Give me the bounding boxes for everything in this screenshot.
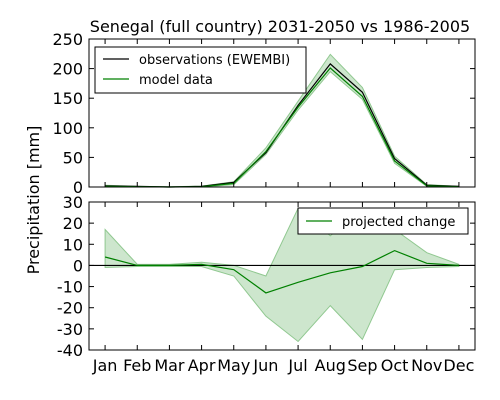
- x-tick-label: Aug: [315, 356, 346, 375]
- x-tick-label: Feb: [123, 356, 151, 375]
- x-tick-label: Jun: [252, 356, 278, 375]
- plot-frame-1: [88, 201, 476, 351]
- x-tick-label: May: [217, 356, 250, 375]
- plot-frame-0: [88, 38, 476, 188]
- y-tick-label: 10: [63, 235, 83, 254]
- y-tick-label: -10: [57, 278, 83, 297]
- y-tick-label: -40: [57, 341, 83, 360]
- x-tick-label: Apr: [188, 356, 216, 375]
- x-tick-label: Nov: [411, 356, 442, 375]
- top-panel: 0 50 100 150 200 250 observations (EWEMBI) mode…: [52, 30, 476, 197]
- y-tick-label: 150: [52, 89, 83, 108]
- y-tick-label: -20: [57, 299, 83, 318]
- y-tick-label: 50: [63, 148, 83, 167]
- x-tick-label: Jul: [287, 356, 307, 375]
- x-tick-label: Mar: [154, 356, 185, 375]
- legend-box: [94, 46, 307, 94]
- y-tick-label: 0: [73, 256, 83, 275]
- y-tick-label: 30: [63, 193, 83, 212]
- series-line-1-0: [104, 249, 459, 294]
- x-tick-label: Jan: [92, 356, 118, 375]
- y-tick-label: 200: [52, 60, 83, 79]
- y-tick-label: 100: [52, 119, 83, 138]
- y-tick-label: -30: [57, 320, 83, 339]
- y-tick-label: 0: [73, 178, 83, 197]
- legend-0: observations (EWEMBI) model data: [94, 46, 307, 94]
- legend-label: observations (EWEMBI): [139, 53, 290, 68]
- y-axis-label: Precipitation [mm]: [24, 126, 43, 275]
- legend-1: projected change: [297, 207, 469, 235]
- chart-title: Senegal (full country) 2031-2050 vs 1986…: [90, 17, 470, 36]
- x-tick-label: Oct: [381, 356, 409, 375]
- y-tick-label: 250: [52, 30, 83, 49]
- bottom-panel: -40 -30 -20 -10 0 10 20 30 projected change: [57, 193, 476, 360]
- x-axis: Jan Feb Mar Apr May Jun Jul Aug Sep Oct Nov Dec: [92, 356, 475, 375]
- legend-label: model data: [139, 73, 213, 88]
- x-tick-label: Dec: [443, 356, 474, 375]
- x-tick-label: Sep: [347, 356, 377, 375]
- y-tick-label: 20: [63, 214, 83, 233]
- legend-label: projected change: [342, 215, 455, 230]
